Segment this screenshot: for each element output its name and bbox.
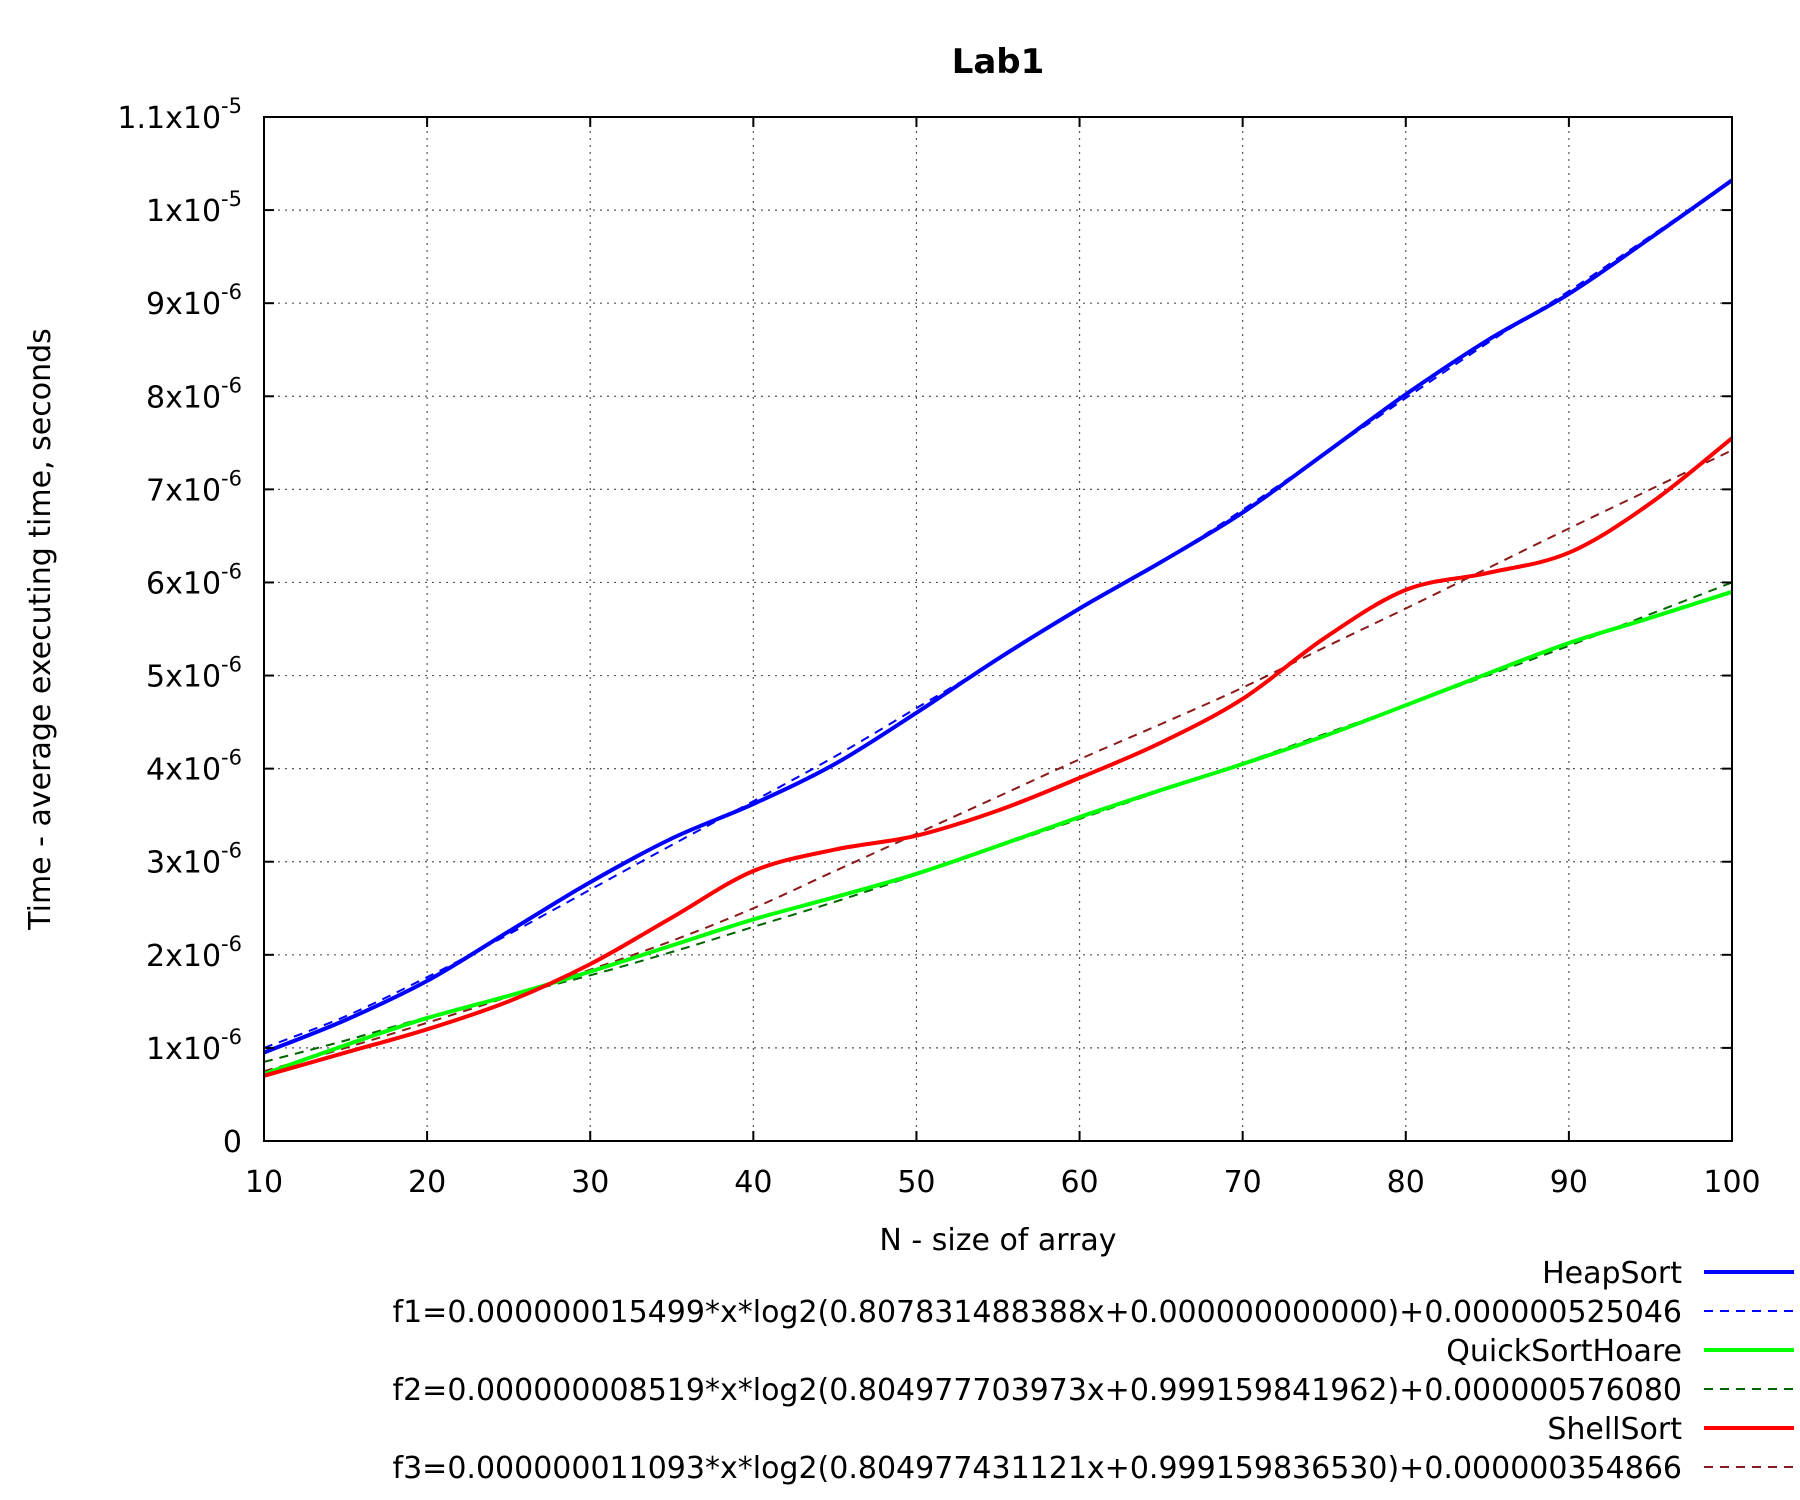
y-axis-tick-labels: 01x10-62x10-63x10-64x10-65x10-66x10-67x1… [117,94,242,1160]
y-tick-exponent: -6 [221,1025,242,1049]
series-line-5 [263,449,1733,1073]
plot-frame [263,116,1733,1142]
y-tick-exponent: -6 [221,373,242,397]
x-tick-label: 100 [1703,1165,1760,1200]
x-axis-tick-labels: 10 20 30 40 50 60 70 80 90 100 [245,1165,1761,1200]
series-line-3 [263,581,1733,1063]
y-tick-mantissa: 0 [223,1125,242,1160]
legend-label-5: f3=0.000000011093*x*log2(0.804977431121x… [393,1451,1682,1486]
y-tick-exponent: -6 [221,746,242,770]
y-tick-label: 9x10-6 [146,280,242,322]
grid [264,117,1732,1141]
x-tick-label: 50 [897,1165,935,1200]
legend-label-4: ShellSort [1547,1412,1682,1447]
series-line-0 [263,178,1734,1055]
x-tick-label: 90 [1550,1165,1588,1200]
y-axis-label: Time - average executing time, seconds [23,328,58,931]
axis-ticks [263,116,1733,1142]
y-tick-mantissa: 5x10 [146,660,221,695]
x-axis-label: N - size of array [879,1223,1116,1258]
y-tick-exponent: -6 [221,559,242,583]
x-tick-label: 60 [1060,1165,1098,1200]
x-tick-label: 20 [408,1165,446,1200]
x-tick-label: 10 [245,1165,283,1200]
y-tick-exponent: -6 [221,466,242,490]
legend: HeapSort f1=0.000000015499*x*log2(0.80783… [393,1256,1794,1486]
y-tick-label: 8x10-6 [146,373,242,415]
y-tick-label: 0 [223,1125,242,1160]
y-tick-mantissa: 1x10 [146,194,221,229]
series-line-2 [263,589,1733,1076]
y-tick-exponent: -6 [221,653,242,677]
y-tick-label: 7x10-6 [146,466,242,508]
x-tick-label: 70 [1224,1165,1262,1200]
y-tick-label: 2x10-6 [146,932,242,974]
legend-label-1: f1=0.000000015499*x*log2(0.807831488388x… [393,1295,1682,1330]
legend-label-2: QuickSortHoare [1446,1334,1682,1369]
y-tick-exponent: -6 [221,839,242,863]
y-tick-exponent: -5 [221,94,242,118]
y-tick-mantissa: 2x10 [146,939,221,974]
series-line-1 [263,179,1733,1049]
y-tick-mantissa: 8x10 [146,380,221,415]
y-tick-label: 3x10-6 [146,839,242,881]
y-tick-label: 4x10-6 [146,746,242,788]
y-tick-label: 5x10-6 [146,653,242,695]
y-tick-exponent: -6 [221,280,242,304]
y-tick-mantissa: 7x10 [146,473,221,508]
legend-label-0: HeapSort [1542,1256,1682,1291]
y-tick-exponent: -5 [221,187,242,211]
x-tick-label: 40 [734,1165,772,1200]
series-line-4 [263,436,1734,1078]
y-tick-mantissa: 3x10 [146,846,221,881]
plot-area [263,178,1734,1078]
y-tick-mantissa: 9x10 [146,287,221,322]
y-tick-label: 6x10-6 [146,559,242,601]
x-tick-label: 30 [571,1165,609,1200]
y-tick-mantissa: 6x10 [146,566,221,601]
y-tick-mantissa: 1.1x10 [117,101,221,136]
y-tick-exponent: -6 [221,932,242,956]
y-tick-label: 1.1x10-5 [117,94,242,136]
y-tick-label: 1x10-6 [146,1025,242,1067]
y-tick-mantissa: 1x10 [146,1032,221,1067]
legend-label-3: f2=0.000000008519*x*log2(0.804977703973x… [393,1373,1682,1408]
x-tick-label: 80 [1387,1165,1425,1200]
chart-title: Lab1 [952,42,1045,82]
y-tick-label: 1x10-5 [146,187,242,229]
y-tick-mantissa: 4x10 [146,753,221,788]
